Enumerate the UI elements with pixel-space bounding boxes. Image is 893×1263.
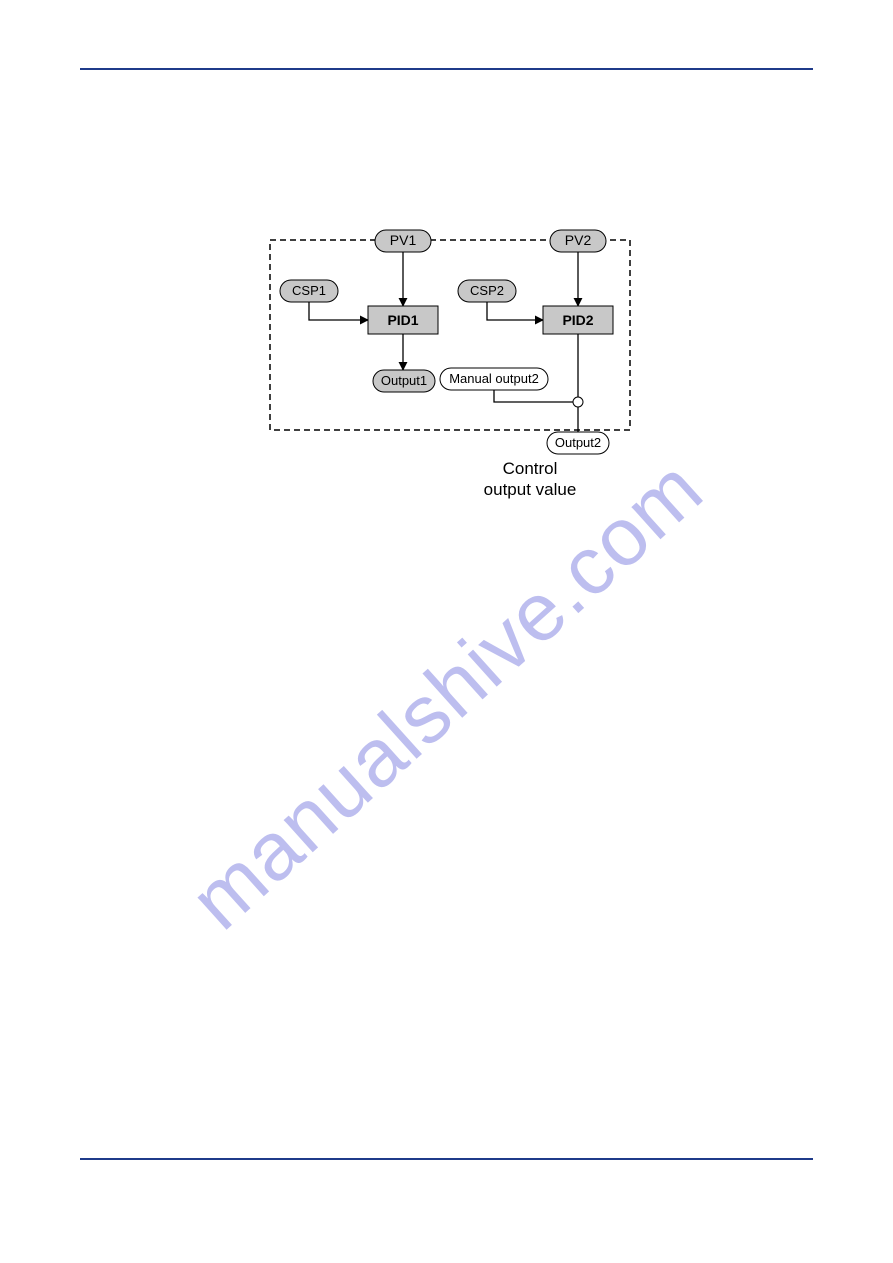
label-output1: Output1 [381,373,427,388]
edge-manout2-join [494,390,573,402]
label-pid2: PID2 [562,312,593,328]
bottom-rule [80,1158,813,1160]
caption-line1: Control [503,459,558,478]
flowchart-svg: PV1 PV2 CSP1 CSP2 PID1 PID2 Output1 Manu… [200,210,700,470]
label-pv2: PV2 [565,232,592,248]
top-rule [80,68,813,70]
label-pv1: PV1 [390,232,417,248]
label-output2: Output2 [555,435,601,450]
label-csp1: CSP1 [292,283,326,298]
diagram-caption: Control output value [280,458,780,501]
label-manual-output2: Manual output2 [449,371,539,386]
caption-line2: output value [484,480,577,499]
edge-csp1-pid1 [309,302,368,320]
join-node [573,397,583,407]
label-pid1: PID1 [387,312,418,328]
edge-csp2-pid2 [487,302,543,320]
label-csp2: CSP2 [470,283,504,298]
pid-flowchart: PV1 PV2 CSP1 CSP2 PID1 PID2 Output1 Manu… [200,210,700,530]
